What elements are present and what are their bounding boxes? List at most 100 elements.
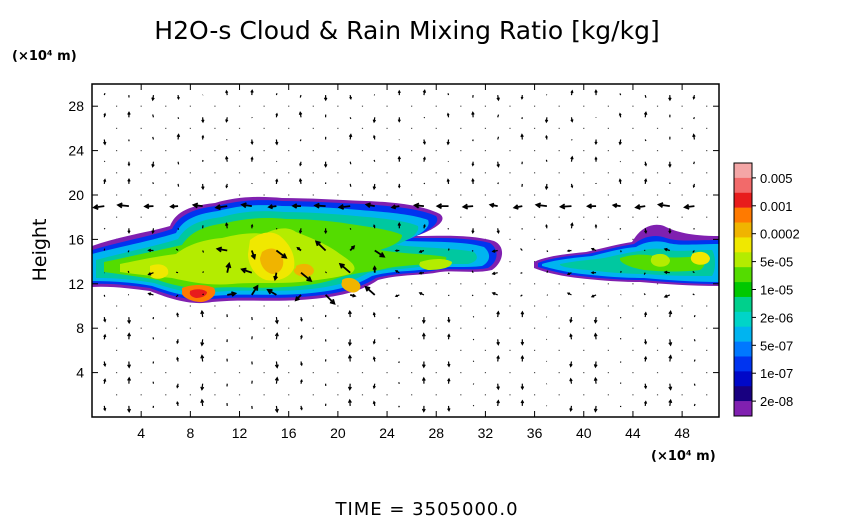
- wind-arrow-head: [225, 155, 229, 160]
- wind-arrow-head: [569, 377, 573, 382]
- colorbar-label: 2e-08: [760, 394, 793, 409]
- grid-dot: [288, 372, 290, 374]
- grid-dot: [312, 349, 314, 351]
- grid-dot: [681, 349, 683, 351]
- wind-arrow-head: [496, 399, 500, 404]
- grid-dot: [484, 394, 487, 396]
- grid-dot: [484, 216, 487, 218]
- grid-dot: [583, 394, 585, 396]
- wind-arrow: [497, 136, 500, 140]
- x-tick-label: 8: [186, 425, 194, 441]
- wind-arrow-head: [323, 97, 328, 102]
- grid-dot: [288, 105, 290, 107]
- wind-arrow-head: [151, 97, 155, 102]
- grid-dot: [460, 105, 462, 107]
- grid-dot: [386, 105, 388, 107]
- grid-dot: [558, 372, 560, 374]
- wind-arrow-head: [618, 141, 622, 146]
- grid-dot: [607, 194, 609, 196]
- grid-dot: [607, 150, 609, 152]
- wind-arrow-head: [347, 309, 352, 315]
- grid-dot: [632, 349, 634, 351]
- grid-dot: [607, 372, 609, 374]
- wind-arrow: [299, 139, 302, 142]
- wind-arrow: [520, 248, 523, 251]
- x-tick-label: 4: [137, 425, 145, 441]
- grid-dot: [337, 327, 339, 329]
- wind-arrow: [202, 271, 205, 274]
- wind-arrow-head: [421, 408, 426, 413]
- grid-dot: [558, 127, 560, 129]
- wind-arrow-head: [663, 294, 668, 298]
- wind-arrow-head: [545, 134, 548, 138]
- grid-dot: [632, 372, 634, 374]
- grid-dot: [706, 127, 708, 129]
- grid-dot: [435, 372, 437, 374]
- grid-dot: [263, 105, 265, 107]
- grid-dot: [607, 305, 609, 307]
- wind-arrow-head: [224, 222, 229, 226]
- grid-dot: [386, 127, 388, 129]
- wind-arrow-head: [447, 363, 451, 368]
- wind-arrow: [620, 270, 622, 273]
- colorbar-label: 0.005: [760, 171, 793, 186]
- wind-arrow: [349, 228, 352, 230]
- grid-dot: [214, 349, 216, 351]
- wind-arrow-head: [364, 202, 371, 209]
- wind-arrow-head: [103, 378, 107, 382]
- wind-arrow-head: [298, 230, 303, 234]
- grid-dot: [238, 327, 241, 329]
- wind-arrow-head: [250, 89, 254, 93]
- grid-dot: [435, 127, 437, 129]
- x-tick-label: 16: [281, 425, 297, 441]
- grid-dot: [460, 216, 462, 218]
- grid-dot: [533, 105, 536, 107]
- wind-arrow-head: [347, 342, 352, 347]
- wind-arrow-head: [570, 185, 574, 189]
- grid-dot: [312, 150, 314, 152]
- wind-arrow: [398, 382, 400, 384]
- grid-dot: [607, 349, 609, 351]
- wind-arrow: [349, 183, 352, 187]
- x-unit-label: (×10⁴ m): [651, 449, 716, 464]
- wind-arrow-head: [215, 246, 223, 253]
- wind-arrow-head: [397, 155, 401, 160]
- grid-dot: [509, 283, 511, 285]
- grid-dot: [165, 172, 167, 174]
- grid-dot: [386, 372, 388, 374]
- wind-arrow: [571, 139, 573, 141]
- wind-arrow: [373, 159, 376, 162]
- wind-arrow: [349, 161, 352, 165]
- wind-arrow-head: [176, 356, 180, 360]
- grid-dot: [411, 194, 413, 196]
- wind-arrow-head: [668, 354, 673, 359]
- wind-arrow-head: [240, 267, 247, 274]
- wind-arrow: [299, 94, 302, 98]
- wind-arrow-head: [593, 376, 598, 382]
- grid-dot: [411, 105, 413, 107]
- colorbar-label: 5e-05: [760, 255, 793, 270]
- grid-dot: [140, 349, 142, 351]
- wind-arrow-head: [294, 296, 300, 302]
- wind-arrow-head: [471, 111, 475, 115]
- wind-arrow-head: [127, 364, 132, 369]
- wind-arrow: [365, 286, 376, 296]
- wind-arrow-head: [306, 276, 313, 282]
- grid-dot: [312, 127, 314, 129]
- colorbar-label: 2e-06: [760, 310, 793, 325]
- wind-arrow-head: [127, 163, 131, 167]
- wind-arrow-head: [544, 186, 549, 191]
- wind-arrow-head: [545, 223, 548, 227]
- grid-dot: [583, 327, 585, 329]
- grid-dot: [386, 327, 388, 329]
- wind-arrow-head: [412, 202, 420, 209]
- wind-arrow: [202, 293, 204, 296]
- wind-arrow-head: [491, 271, 496, 276]
- grid-dot: [411, 172, 413, 174]
- wind-arrow: [177, 161, 180, 165]
- wind-arrow-head: [127, 376, 132, 381]
- grid-dot: [607, 327, 609, 329]
- wind-arrow: [693, 117, 695, 120]
- grid-dot: [681, 216, 683, 218]
